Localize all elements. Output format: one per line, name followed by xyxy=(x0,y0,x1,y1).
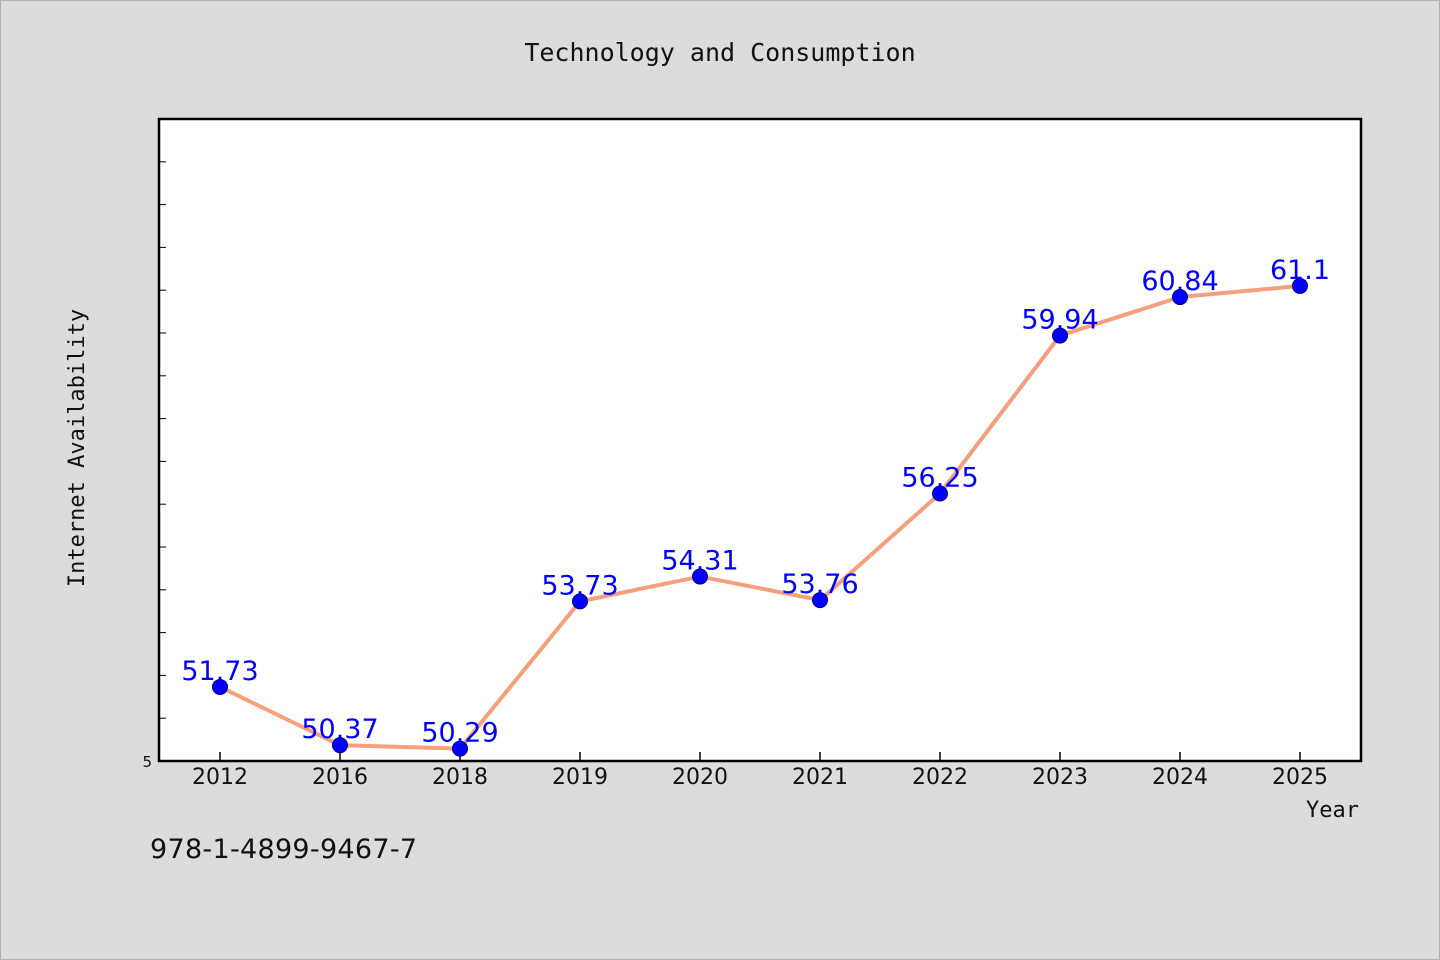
data-label: 50.29 xyxy=(421,718,498,749)
data-label: 53.76 xyxy=(781,569,858,600)
x-tick-label: 2018 xyxy=(432,765,488,790)
data-point xyxy=(1172,289,1188,306)
data-label: 59.94 xyxy=(1021,305,1098,336)
data-point xyxy=(1052,327,1068,344)
x-tick-label: 2023 xyxy=(1032,765,1088,790)
x-tick-label: 2012 xyxy=(192,765,248,790)
x-tick-label: 2020 xyxy=(672,765,728,790)
data-point xyxy=(572,593,588,610)
data-point xyxy=(332,737,348,754)
y-axis-label: Internet Availability xyxy=(65,309,90,587)
x-axis-ticks: 2012 2016 2018 2019 2020 2021 2022 2023 2024 2025 xyxy=(192,752,1328,790)
data-point xyxy=(812,592,828,609)
data-label: 60.84 xyxy=(1141,266,1218,297)
data-label: 61.1 xyxy=(1270,255,1330,286)
series-markers xyxy=(212,277,1308,757)
plot-frame xyxy=(157,117,1363,763)
x-axis-label: Year xyxy=(1306,798,1359,823)
chart-title: Technology and Consumption xyxy=(524,38,915,67)
x-tick-label: 2021 xyxy=(792,765,848,790)
series-line xyxy=(218,283,1302,751)
data-label: 54.31 xyxy=(661,546,738,577)
data-point xyxy=(692,568,708,585)
x-tick-label: 2019 xyxy=(552,765,608,790)
data-label: 53.73 xyxy=(541,570,618,601)
data-label: 51.73 xyxy=(181,656,258,687)
data-point xyxy=(932,485,948,502)
footer-code: 978-1-4899-9467-7 xyxy=(150,834,418,865)
data-point xyxy=(1292,277,1308,294)
x-tick-label: 2016 xyxy=(312,765,368,790)
x-tick-label: 2024 xyxy=(1152,765,1208,790)
x-tick-label: 2025 xyxy=(1272,765,1328,790)
plot-area xyxy=(159,119,1361,761)
data-label: 56.25 xyxy=(901,463,978,494)
data-point xyxy=(212,678,228,695)
value-labels: 51.73 50.37 50.29 53.73 54.31 53.76 56.25 59.94… xyxy=(181,255,1330,749)
y-tick-label: 5 xyxy=(142,753,152,771)
data-point xyxy=(452,740,468,757)
data-label: 50.37 xyxy=(301,714,378,745)
x-tick-label: 2022 xyxy=(912,765,968,790)
